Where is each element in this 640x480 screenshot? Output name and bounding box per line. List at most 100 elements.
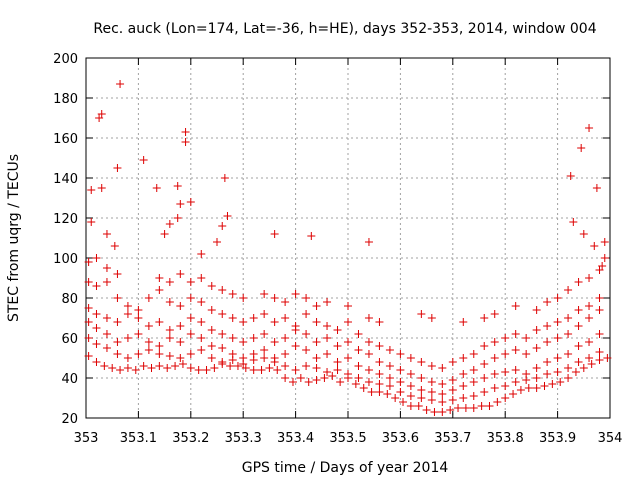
data-point bbox=[600, 254, 609, 262]
x-tick-label: 353.5 bbox=[329, 431, 366, 446]
data-point bbox=[566, 172, 575, 180]
data-point bbox=[323, 298, 332, 306]
data-point bbox=[406, 402, 415, 410]
data-point bbox=[218, 286, 227, 294]
data-point bbox=[123, 302, 132, 310]
data-point bbox=[228, 334, 237, 342]
data-point bbox=[406, 354, 415, 362]
data-point bbox=[171, 362, 180, 370]
data-point bbox=[270, 230, 279, 238]
data-point bbox=[302, 362, 311, 370]
data-point bbox=[113, 164, 122, 172]
data-point bbox=[281, 362, 290, 370]
data-point bbox=[364, 378, 373, 386]
data-point bbox=[257, 366, 266, 374]
data-point bbox=[186, 278, 195, 286]
data-point bbox=[417, 358, 426, 366]
data-point bbox=[595, 306, 604, 314]
data-point bbox=[490, 310, 499, 318]
data-point bbox=[92, 254, 101, 262]
data-point bbox=[522, 334, 531, 342]
data-point bbox=[110, 242, 119, 250]
data-point bbox=[270, 294, 279, 302]
data-point bbox=[260, 310, 269, 318]
data-point bbox=[585, 354, 594, 362]
data-point bbox=[139, 362, 148, 370]
data-point bbox=[302, 346, 311, 354]
data-point bbox=[375, 388, 384, 396]
data-point bbox=[113, 294, 122, 302]
data-point bbox=[333, 358, 342, 366]
data-point bbox=[228, 314, 237, 322]
data-point bbox=[333, 342, 342, 350]
data-point bbox=[84, 318, 93, 326]
data-point bbox=[207, 282, 216, 290]
data-point bbox=[448, 386, 457, 394]
data-point bbox=[220, 174, 229, 182]
x-tick-label: 354 bbox=[598, 431, 623, 446]
data-point bbox=[134, 306, 143, 314]
data-point bbox=[396, 378, 405, 386]
data-point bbox=[312, 338, 321, 346]
data-point bbox=[223, 212, 232, 220]
data-point bbox=[207, 354, 216, 362]
data-point bbox=[595, 294, 604, 302]
data-point bbox=[448, 376, 457, 384]
data-point bbox=[569, 218, 578, 226]
data-point bbox=[564, 286, 573, 294]
data-point bbox=[87, 186, 96, 194]
chart-title: Rec. auck (Lon=174, Lat=-36, h=HE), days… bbox=[93, 21, 596, 37]
data-point bbox=[281, 350, 290, 358]
data-point bbox=[600, 238, 609, 246]
axis-ticks: 353 353.1 353.2 353.3 353.4 353.5 353.6 353.7 35… bbox=[53, 52, 622, 446]
data-point bbox=[131, 366, 140, 374]
data-point bbox=[396, 350, 405, 358]
data-point bbox=[197, 250, 206, 258]
data-point bbox=[590, 242, 599, 250]
data-point bbox=[511, 366, 520, 374]
data-point bbox=[281, 298, 290, 306]
data-point bbox=[102, 314, 111, 322]
data-point bbox=[532, 374, 541, 382]
data-point bbox=[564, 314, 573, 322]
data-point bbox=[197, 274, 206, 282]
data-point bbox=[501, 350, 510, 358]
data-point bbox=[155, 342, 164, 350]
data-point bbox=[218, 358, 227, 366]
data-point bbox=[176, 354, 185, 362]
data-point bbox=[155, 318, 164, 326]
data-point bbox=[116, 80, 125, 88]
data-point bbox=[304, 378, 313, 386]
data-point bbox=[186, 314, 195, 322]
data-point bbox=[92, 340, 101, 348]
data-point bbox=[427, 396, 436, 404]
data-point bbox=[249, 350, 258, 358]
x-tick-label: 353.9 bbox=[539, 431, 576, 446]
data-point bbox=[406, 370, 415, 378]
data-point bbox=[511, 330, 520, 338]
data-point bbox=[501, 382, 510, 390]
data-point bbox=[194, 366, 203, 374]
data-point bbox=[490, 384, 499, 392]
data-point bbox=[438, 380, 447, 388]
data-point bbox=[270, 354, 279, 362]
data-point bbox=[438, 390, 447, 398]
data-point bbox=[553, 294, 562, 302]
x-tick-label: 353.8 bbox=[487, 431, 524, 446]
data-point bbox=[511, 346, 520, 354]
data-point bbox=[147, 364, 156, 372]
data-point bbox=[459, 370, 468, 378]
data-point bbox=[333, 326, 342, 334]
data-point bbox=[532, 326, 541, 334]
data-point bbox=[226, 362, 235, 370]
data-point bbox=[233, 362, 242, 370]
data-point bbox=[165, 352, 174, 360]
data-point bbox=[501, 394, 510, 402]
data-point bbox=[480, 374, 489, 382]
data-point bbox=[281, 374, 290, 382]
data-point bbox=[176, 338, 185, 346]
data-point bbox=[116, 366, 125, 374]
data-point bbox=[218, 344, 227, 352]
data-point bbox=[344, 370, 352, 378]
data-point bbox=[516, 386, 525, 394]
